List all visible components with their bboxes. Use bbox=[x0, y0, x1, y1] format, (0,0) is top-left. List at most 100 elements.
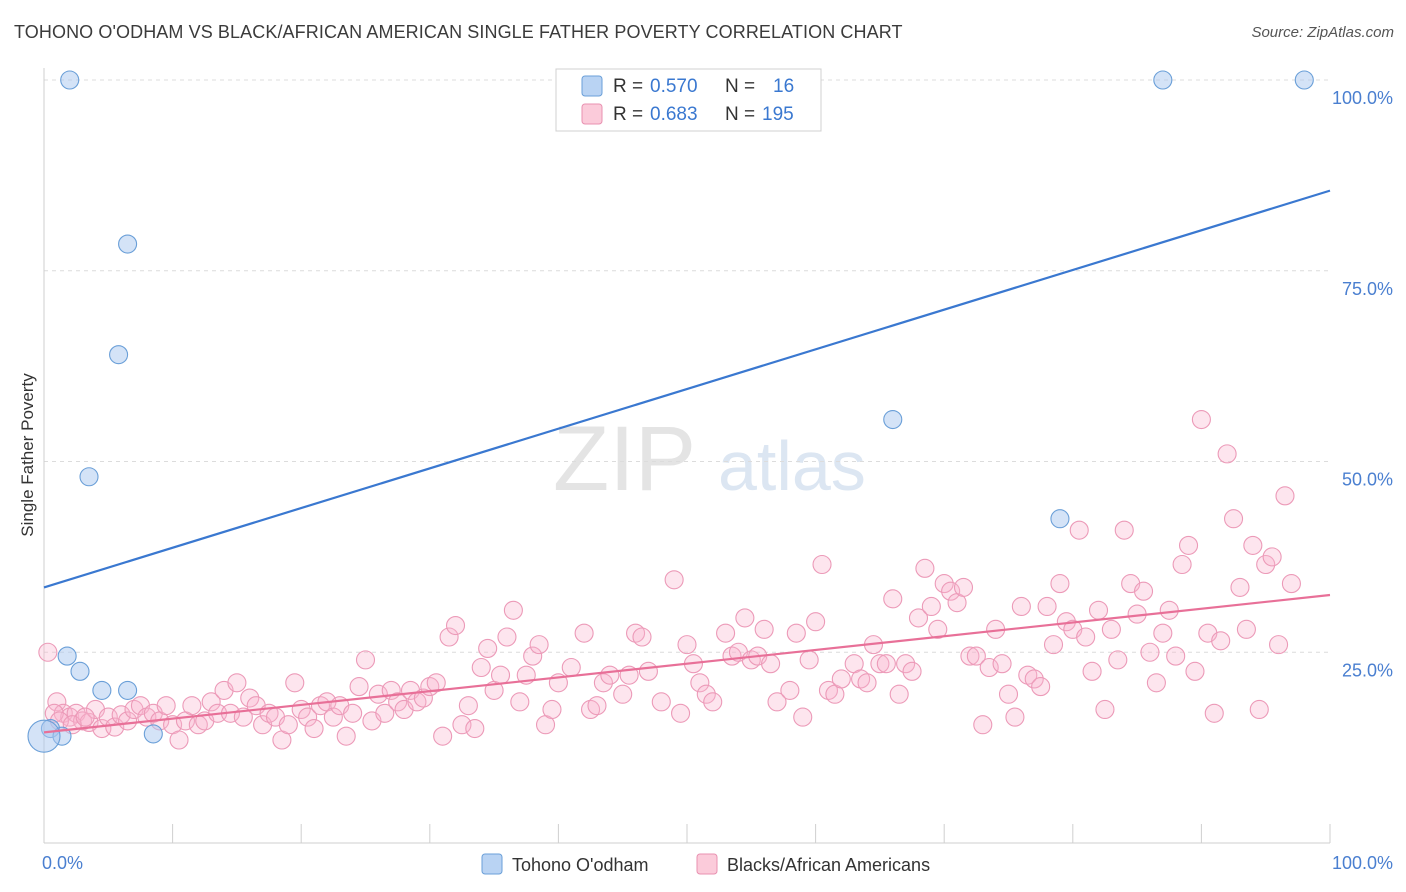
point-blacks bbox=[1069, 520, 1089, 540]
point-blacks bbox=[915, 558, 935, 578]
trend-lines bbox=[43, 189, 1331, 734]
point-blacks bbox=[452, 715, 472, 735]
y-tick-labels: 25.0% 50.0% 75.0% 100.0% bbox=[1332, 88, 1393, 680]
point-blacks bbox=[227, 673, 247, 693]
point-blacks bbox=[503, 600, 523, 620]
point-blacks bbox=[857, 673, 877, 693]
point-blacks bbox=[780, 680, 800, 700]
point-blacks bbox=[703, 692, 723, 712]
point-blacks bbox=[1140, 642, 1160, 662]
point-blacks bbox=[806, 612, 826, 632]
point-blacks bbox=[1101, 619, 1121, 639]
point-blacks bbox=[343, 703, 363, 723]
point-blacks bbox=[786, 623, 806, 643]
point-blacks bbox=[182, 696, 202, 716]
point-blacks bbox=[388, 692, 408, 712]
point-blacks bbox=[716, 623, 736, 643]
point-blacks bbox=[1256, 554, 1276, 575]
point-tohono bbox=[79, 467, 99, 487]
point-blacks bbox=[767, 692, 787, 712]
point-blacks bbox=[593, 673, 613, 693]
point-blacks bbox=[928, 619, 948, 639]
point-blacks bbox=[1024, 669, 1044, 689]
bottom-legend-swatch-tohono bbox=[481, 853, 503, 875]
point-blacks bbox=[799, 650, 819, 670]
point-blacks bbox=[1211, 631, 1231, 651]
point-blacks bbox=[671, 703, 691, 723]
point-blacks bbox=[761, 654, 781, 674]
x-tick-label: 0.0% bbox=[42, 853, 83, 873]
point-blacks bbox=[664, 570, 684, 590]
point-blacks bbox=[304, 718, 324, 739]
point-blacks bbox=[883, 589, 903, 609]
point-blacks bbox=[375, 703, 395, 723]
point-blacks bbox=[1082, 661, 1102, 681]
bottom-legend-label-tohono: Tohono O'odham bbox=[512, 855, 649, 875]
legend-swatch-blacks bbox=[581, 103, 603, 125]
point-tohono bbox=[1294, 70, 1314, 90]
x-tick-labels: 0.0% 100.0% bbox=[42, 853, 1393, 873]
x-tick-label: 100.0% bbox=[1332, 853, 1393, 873]
point-blacks bbox=[941, 581, 961, 601]
bottom-legend-label-blacks: Blacks/African Americans bbox=[727, 855, 930, 875]
watermark-zip: ZIP bbox=[553, 408, 696, 510]
point-blacks bbox=[1172, 554, 1192, 575]
point-blacks bbox=[1275, 486, 1295, 506]
legend-r-value-blacks: 0.683 bbox=[650, 104, 698, 125]
point-blacks bbox=[47, 692, 67, 712]
point-blacks bbox=[490, 665, 511, 685]
point-blacks bbox=[1037, 596, 1057, 617]
trend-line-blacks bbox=[43, 593, 1331, 734]
legend-r-label-tohono: R = bbox=[613, 76, 643, 97]
point-blacks bbox=[323, 707, 343, 727]
point-blacks bbox=[1095, 699, 1115, 720]
point-tohono bbox=[57, 646, 77, 666]
point-blacks bbox=[445, 615, 466, 636]
point-tohono bbox=[70, 661, 90, 681]
point-tohono bbox=[883, 409, 903, 430]
point-blacks bbox=[1269, 635, 1289, 655]
point-blacks bbox=[889, 684, 909, 704]
point-blacks bbox=[458, 696, 478, 716]
point-blacks bbox=[240, 688, 260, 708]
point-blacks bbox=[278, 715, 298, 735]
legend-n-value-tohono: 16 bbox=[773, 76, 794, 97]
y-tick-label: 75.0% bbox=[1342, 279, 1393, 299]
point-blacks bbox=[638, 661, 658, 681]
point-blacks bbox=[696, 684, 716, 704]
point-blacks bbox=[966, 646, 986, 666]
y-tick-label: 50.0% bbox=[1342, 470, 1393, 490]
point-blacks bbox=[574, 623, 594, 643]
point-tohono bbox=[1153, 70, 1173, 90]
point-blacks bbox=[529, 635, 549, 655]
point-blacks bbox=[561, 657, 581, 678]
point-blacks bbox=[812, 554, 832, 575]
point-blacks bbox=[953, 577, 974, 597]
point-blacks bbox=[934, 574, 954, 594]
axes bbox=[43, 68, 1331, 844]
legend-n-value-blacks: 195 bbox=[762, 104, 794, 125]
point-blacks bbox=[542, 699, 562, 720]
point-blacks bbox=[523, 646, 543, 666]
point-blacks bbox=[497, 627, 517, 647]
point-blacks bbox=[1159, 600, 1179, 620]
point-blacks bbox=[1281, 574, 1301, 594]
point-blacks bbox=[349, 677, 369, 697]
point-blacks bbox=[1236, 619, 1256, 639]
series-tohono-points bbox=[27, 70, 1314, 753]
point-blacks bbox=[979, 657, 999, 678]
point-blacks bbox=[1043, 635, 1064, 655]
point-blacks bbox=[870, 654, 890, 674]
point-blacks bbox=[368, 684, 388, 704]
point-blacks bbox=[1217, 444, 1237, 464]
point-blacks bbox=[1166, 646, 1186, 666]
point-tohono bbox=[143, 724, 163, 744]
point-blacks bbox=[1230, 577, 1250, 597]
point-blacks bbox=[735, 608, 755, 628]
point-tohono bbox=[92, 680, 112, 700]
bottom-legend-swatch-blacks bbox=[696, 853, 718, 875]
point-blacks bbox=[613, 684, 633, 704]
point-blacks bbox=[1204, 703, 1224, 723]
point-blacks bbox=[465, 718, 485, 739]
